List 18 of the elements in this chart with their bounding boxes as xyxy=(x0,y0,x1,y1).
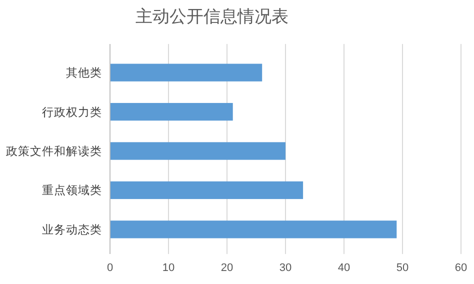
x-tick-label: 40 xyxy=(338,262,350,274)
y-tick-label: 政策文件和解读类 xyxy=(6,144,102,158)
x-tick-label: 60 xyxy=(454,262,468,274)
chart-title: 主动公开信息情况表 xyxy=(136,7,288,26)
y-tick-label: 行政权力类 xyxy=(42,106,102,119)
x-tick-label: 30 xyxy=(279,262,292,274)
y-tick-label: 重点领域类 xyxy=(42,184,102,198)
bar xyxy=(110,181,304,200)
x-tick-label: 0 xyxy=(106,262,114,274)
x-tick-label: 20 xyxy=(220,262,234,274)
bar xyxy=(110,142,286,160)
y-tick-label: 业务动态类 xyxy=(42,223,102,236)
bar xyxy=(110,102,233,121)
y-tick-label: 其他类 xyxy=(66,66,102,80)
bar xyxy=(110,64,262,82)
bar xyxy=(110,220,397,238)
x-tick-label: 50 xyxy=(396,262,409,274)
x-tick-label: 10 xyxy=(162,262,175,274)
